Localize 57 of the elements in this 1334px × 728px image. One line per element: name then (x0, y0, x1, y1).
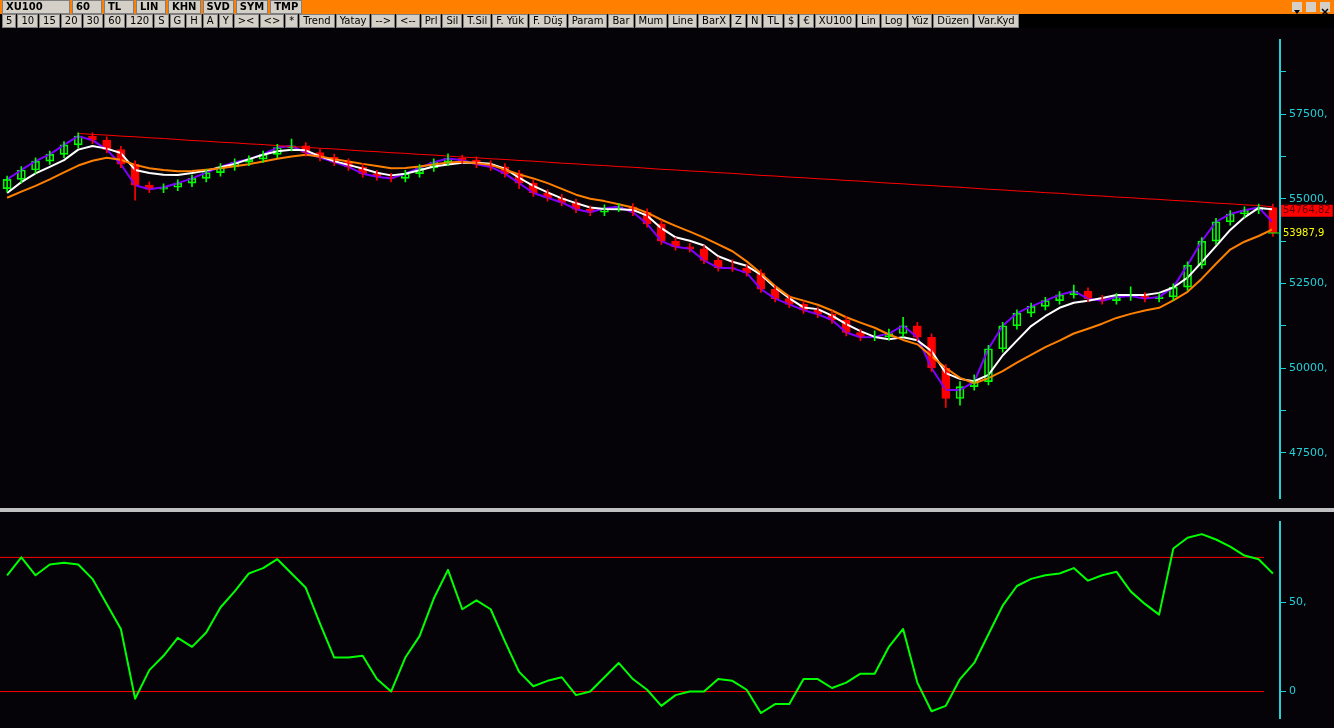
text: 120 (126, 14, 154, 28)
text: Log (880, 14, 907, 28)
text: Sil (442, 14, 463, 28)
text: 60 (72, 0, 102, 14)
text: Yatay (335, 14, 371, 28)
y-tick-label: 57500, (1289, 106, 1328, 120)
text: Bar (608, 14, 634, 28)
text: Mum (634, 14, 668, 28)
text: --> (371, 14, 396, 28)
text: A (202, 14, 218, 28)
text: Trend (299, 14, 335, 28)
y-tick-label: 50, (1289, 594, 1307, 608)
text: 60 (104, 14, 126, 28)
text: 10 (17, 14, 39, 28)
text: TL (763, 14, 784, 28)
text: H (186, 14, 202, 28)
text: T.Sil (463, 14, 492, 28)
text: 15 (39, 14, 60, 28)
text: S (154, 14, 169, 28)
text: >< (233, 14, 259, 28)
text: <-- (396, 14, 420, 28)
text: SYM (235, 0, 269, 14)
text: TMP (270, 0, 303, 14)
text: Z (731, 14, 746, 28)
text: N (746, 14, 763, 28)
text: * (285, 14, 299, 28)
text: G (169, 14, 186, 28)
text: $ (784, 14, 799, 28)
y-tick-label: 47500, (1289, 445, 1328, 459)
text: 20 (60, 14, 82, 28)
text: <> (259, 14, 285, 28)
text: Düzen (933, 14, 973, 28)
text: F. Yük (492, 14, 528, 28)
text: KHN (168, 0, 201, 14)
text: 53987,9 (1283, 226, 1325, 238)
text: Line (668, 14, 698, 28)
text: F. Düş (528, 14, 567, 28)
y-tick-label: 52500, (1289, 276, 1328, 290)
text: € (799, 14, 814, 28)
text: Param (567, 14, 608, 28)
text: 30 (82, 14, 104, 28)
y-tick-label: 50000, (1289, 360, 1328, 374)
text: LIN (136, 0, 166, 14)
text: Prl (420, 14, 442, 28)
text: XU100 (2, 0, 70, 14)
text: 54764,82 (1283, 204, 1331, 216)
y-tick-label: 0 (1289, 684, 1296, 698)
text: BarX (698, 14, 731, 28)
text: SVD (202, 0, 234, 14)
text: Lin (857, 14, 880, 28)
y-tick-label: 55000, (1289, 191, 1328, 205)
text: Y (218, 14, 233, 28)
text: Yüz (907, 14, 933, 28)
text: 5 (2, 14, 17, 28)
text: XU100 (814, 14, 857, 28)
text: Var.Kyd (974, 14, 1019, 28)
text: TL (104, 0, 134, 14)
